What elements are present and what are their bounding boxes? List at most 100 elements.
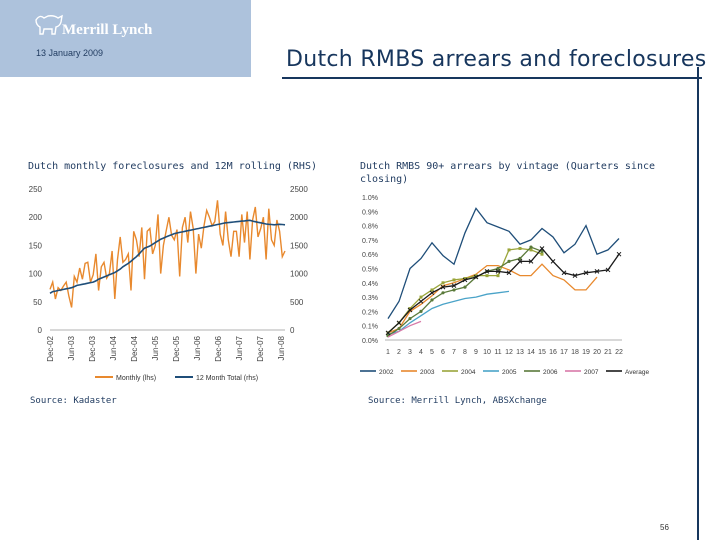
data-point xyxy=(529,248,533,252)
data-point xyxy=(540,252,544,256)
data-point xyxy=(396,320,402,326)
x-tick-label: Dec-06 xyxy=(214,335,223,361)
data-point xyxy=(419,309,423,313)
data-point xyxy=(441,291,445,295)
data-point xyxy=(540,249,544,253)
left-y-tick-label: 0 xyxy=(38,326,43,335)
page-number: 56 xyxy=(660,523,669,532)
y-tick-label: 0.4% xyxy=(362,281,378,288)
right-y-tick-label: 500 xyxy=(290,298,304,307)
right-y-tick-label: 0 xyxy=(290,326,295,335)
legend-label: 2007 xyxy=(584,369,599,376)
y-tick-label: 0.2% xyxy=(362,309,378,316)
page-title: Dutch RMBS arrears and foreclosures xyxy=(286,47,707,72)
data-point xyxy=(605,267,611,273)
data-point xyxy=(518,256,522,261)
x-tick-label: Dec-05 xyxy=(172,335,181,361)
legend-label: 2003 xyxy=(420,369,435,376)
data-point xyxy=(572,273,578,279)
legend-label: 2004 xyxy=(461,369,476,376)
series-line-rolling xyxy=(49,219,286,294)
x-tick-label: Jun-04 xyxy=(109,335,118,360)
data-point xyxy=(452,278,456,282)
x-tick-label: Jun-03 xyxy=(67,335,76,360)
x-tick-label: 5 xyxy=(430,349,434,356)
data-point xyxy=(496,266,500,271)
data-point xyxy=(507,248,511,252)
report-date: 13 January 2009 xyxy=(36,48,104,58)
x-tick-label: 3 xyxy=(408,349,412,356)
data-point xyxy=(418,299,424,304)
x-tick-label: 16 xyxy=(549,349,557,356)
x-tick-label: 9 xyxy=(474,349,478,356)
y-tick-label: 0.9% xyxy=(362,209,378,216)
x-tick-label: 21 xyxy=(604,349,612,356)
data-point xyxy=(495,269,501,274)
x-tick-label: Dec-02 xyxy=(46,335,55,361)
y-tick-label: 0.6% xyxy=(362,252,378,259)
x-tick-label: 8 xyxy=(463,349,467,356)
legend-label: Average xyxy=(625,369,649,376)
data-point xyxy=(507,259,511,263)
data-point xyxy=(517,258,523,264)
x-tick-label: 6 xyxy=(441,349,445,356)
data-point xyxy=(463,285,467,289)
y-tick-label: 0.5% xyxy=(362,267,378,274)
left-chart-source: Source: Kadaster xyxy=(30,396,117,406)
data-point xyxy=(539,246,545,251)
data-point xyxy=(561,270,567,276)
x-tick-label: 11 xyxy=(494,349,501,356)
x-tick-label: 14 xyxy=(527,349,535,356)
legend-label: 12 Month Total (rhs) xyxy=(196,375,258,382)
right-y-tick-label: 1000 xyxy=(290,270,308,279)
legend-label: 2005 xyxy=(502,369,517,376)
right-y-tick-label: 2500 xyxy=(290,185,308,194)
x-tick-label: 19 xyxy=(582,349,590,356)
x-tick-label: 7 xyxy=(452,349,456,356)
x-tick-label: Dec-03 xyxy=(88,335,97,361)
right-y-tick-label: 2000 xyxy=(290,213,308,222)
x-tick-label: 4 xyxy=(419,349,423,356)
data-point xyxy=(451,283,457,289)
data-point xyxy=(463,277,467,281)
x-tick-label: Dec-07 xyxy=(256,335,265,361)
data-point xyxy=(430,288,434,292)
right-y-tick-label: 1500 xyxy=(290,241,308,250)
series-line-2007 xyxy=(387,320,422,338)
data-point xyxy=(496,274,500,278)
data-point xyxy=(518,246,522,250)
left-chart-subtitle: Dutch monthly foreclosures and 12M rolli… xyxy=(28,161,317,172)
brand-panel: Merrill Lynch 13 January 2009 xyxy=(0,0,251,77)
data-point xyxy=(473,274,479,280)
title-underline xyxy=(282,77,702,79)
x-tick-label: 1 xyxy=(386,349,390,356)
data-point xyxy=(550,258,556,264)
data-point xyxy=(506,270,512,276)
x-tick-label: 22 xyxy=(615,349,623,356)
series-line-2005 xyxy=(387,290,510,335)
x-tick-label: 13 xyxy=(516,349,524,356)
right-chart-source: Source: Merrill Lynch, ABSXchange xyxy=(368,396,547,406)
bull-logo-icon xyxy=(35,14,63,35)
series-line-monthly xyxy=(49,200,286,308)
left-y-tick-label: 150 xyxy=(29,241,43,250)
data-point xyxy=(484,269,490,274)
series-line-average xyxy=(387,247,620,334)
x-tick-label: 17 xyxy=(560,349,568,356)
brand-name: Merrill Lynch xyxy=(62,22,153,38)
x-tick-label: Dec-04 xyxy=(130,335,139,361)
data-point xyxy=(462,277,468,283)
data-point xyxy=(408,316,412,321)
data-point xyxy=(430,298,434,302)
left-y-tick-label: 100 xyxy=(29,270,43,279)
y-tick-label: 0.7% xyxy=(362,238,378,245)
y-tick-label: 0.3% xyxy=(362,295,378,302)
x-tick-label: 12 xyxy=(505,349,513,356)
legend-label: Monthly (lhs) xyxy=(116,375,156,382)
y-tick-label: 0.1% xyxy=(362,324,378,331)
x-tick-label: Jun-05 xyxy=(151,335,160,360)
data-point xyxy=(583,270,589,276)
x-tick-label: Jun-06 xyxy=(193,335,202,360)
